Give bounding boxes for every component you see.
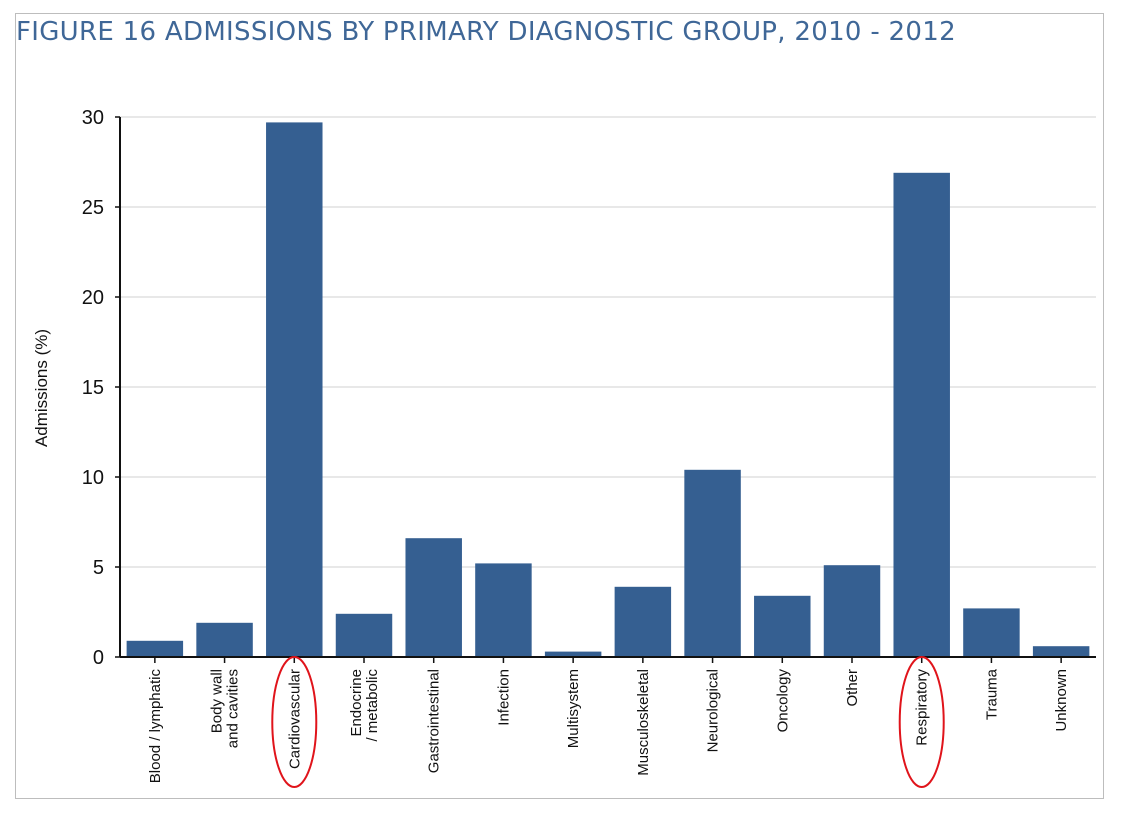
highlight-ovals — [271, 656, 945, 788]
bar-multisystem — [544, 651, 602, 657]
bar-cardiovascular — [266, 122, 323, 657]
x-category-label: Endocrine/ metabolic — [348, 669, 381, 742]
figure-title: FIGURE 16 ADMISSIONS BY PRIMARY DIAGNOST… — [16, 17, 956, 47]
bar-trauma — [963, 608, 1020, 657]
bar-blood-lymphatic — [126, 640, 184, 657]
x-category-label: Respiratory — [914, 669, 931, 746]
x-category-label-line: Musculoskeletal — [635, 669, 652, 776]
y-tick-label: 0 — [93, 647, 104, 669]
x-category-label-line: Other — [844, 669, 861, 707]
figure-frame — [15, 13, 1104, 799]
x-category-label-line: and cavities — [225, 669, 242, 748]
x-category-label-line: Body wall — [209, 669, 226, 733]
x-category-label-line: Blood / lymphatic — [147, 669, 164, 784]
highlight-oval — [271, 656, 318, 788]
x-category-label: Infection — [495, 669, 512, 726]
y-tick-label: 25 — [82, 197, 104, 219]
x-category-label: Cardiovascular — [286, 669, 303, 769]
x-category-label: Musculoskeletal — [635, 669, 652, 776]
y-tick-label: 15 — [82, 377, 104, 399]
x-category-label-line: Endocrine — [348, 669, 365, 737]
bar-neurological — [684, 469, 741, 657]
y-tick-labels: 0 5 10 15 20 25 30 — [82, 107, 104, 669]
bar-endocrine-metabolic — [335, 613, 393, 657]
x-category-label: Trauma — [983, 668, 1000, 720]
y-tick-label: 30 — [82, 107, 104, 129]
x-category-label-line: Respiratory — [914, 669, 931, 746]
axes — [115, 116, 1096, 663]
x-category-label-line: Multisystem — [565, 669, 582, 748]
y-tick-label: 10 — [82, 467, 104, 489]
x-category-label: Neurological — [705, 669, 722, 752]
bar-oncology — [754, 595, 811, 657]
x-category-label-line: Oncology — [774, 669, 791, 733]
x-category-label: Blood / lymphatic — [147, 669, 164, 784]
x-category-label-line: Cardiovascular — [286, 669, 303, 769]
x-category-label: Unknown — [1053, 669, 1070, 732]
bar-unknown — [1032, 646, 1090, 657]
x-category-label-line: Unknown — [1053, 669, 1070, 732]
x-category-label: Body walland cavities — [209, 669, 242, 748]
bar-body-wall-and-cavities — [196, 622, 253, 657]
x-category-label-line: Trauma — [983, 668, 1000, 720]
y-tick-label: 5 — [93, 557, 104, 579]
highlight-oval — [898, 656, 945, 788]
bar-respiratory — [893, 172, 950, 658]
x-category-label: Multisystem — [565, 669, 582, 748]
x-category-label-line: Infection — [495, 669, 512, 726]
bars — [126, 122, 1090, 658]
bar-gastrointestinal — [405, 538, 462, 657]
x-category-label: Oncology — [774, 669, 791, 733]
bar-infection — [475, 563, 532, 657]
x-category-label: Other — [844, 669, 861, 707]
y-tick-label: 20 — [82, 287, 104, 309]
x-category-labels: Blood / lymphatic Body walland cavities Ca… — [147, 668, 1070, 783]
bar-other — [823, 565, 881, 657]
x-category-label-line: Neurological — [705, 669, 722, 752]
y-axis-title: Admissions (%) — [32, 329, 51, 447]
bar-musculoskeletal — [614, 586, 672, 657]
x-category-label-line: / metabolic — [364, 669, 381, 742]
x-category-label-line: Gastrointestinal — [426, 669, 443, 773]
x-category-label: Gastrointestinal — [426, 669, 443, 773]
